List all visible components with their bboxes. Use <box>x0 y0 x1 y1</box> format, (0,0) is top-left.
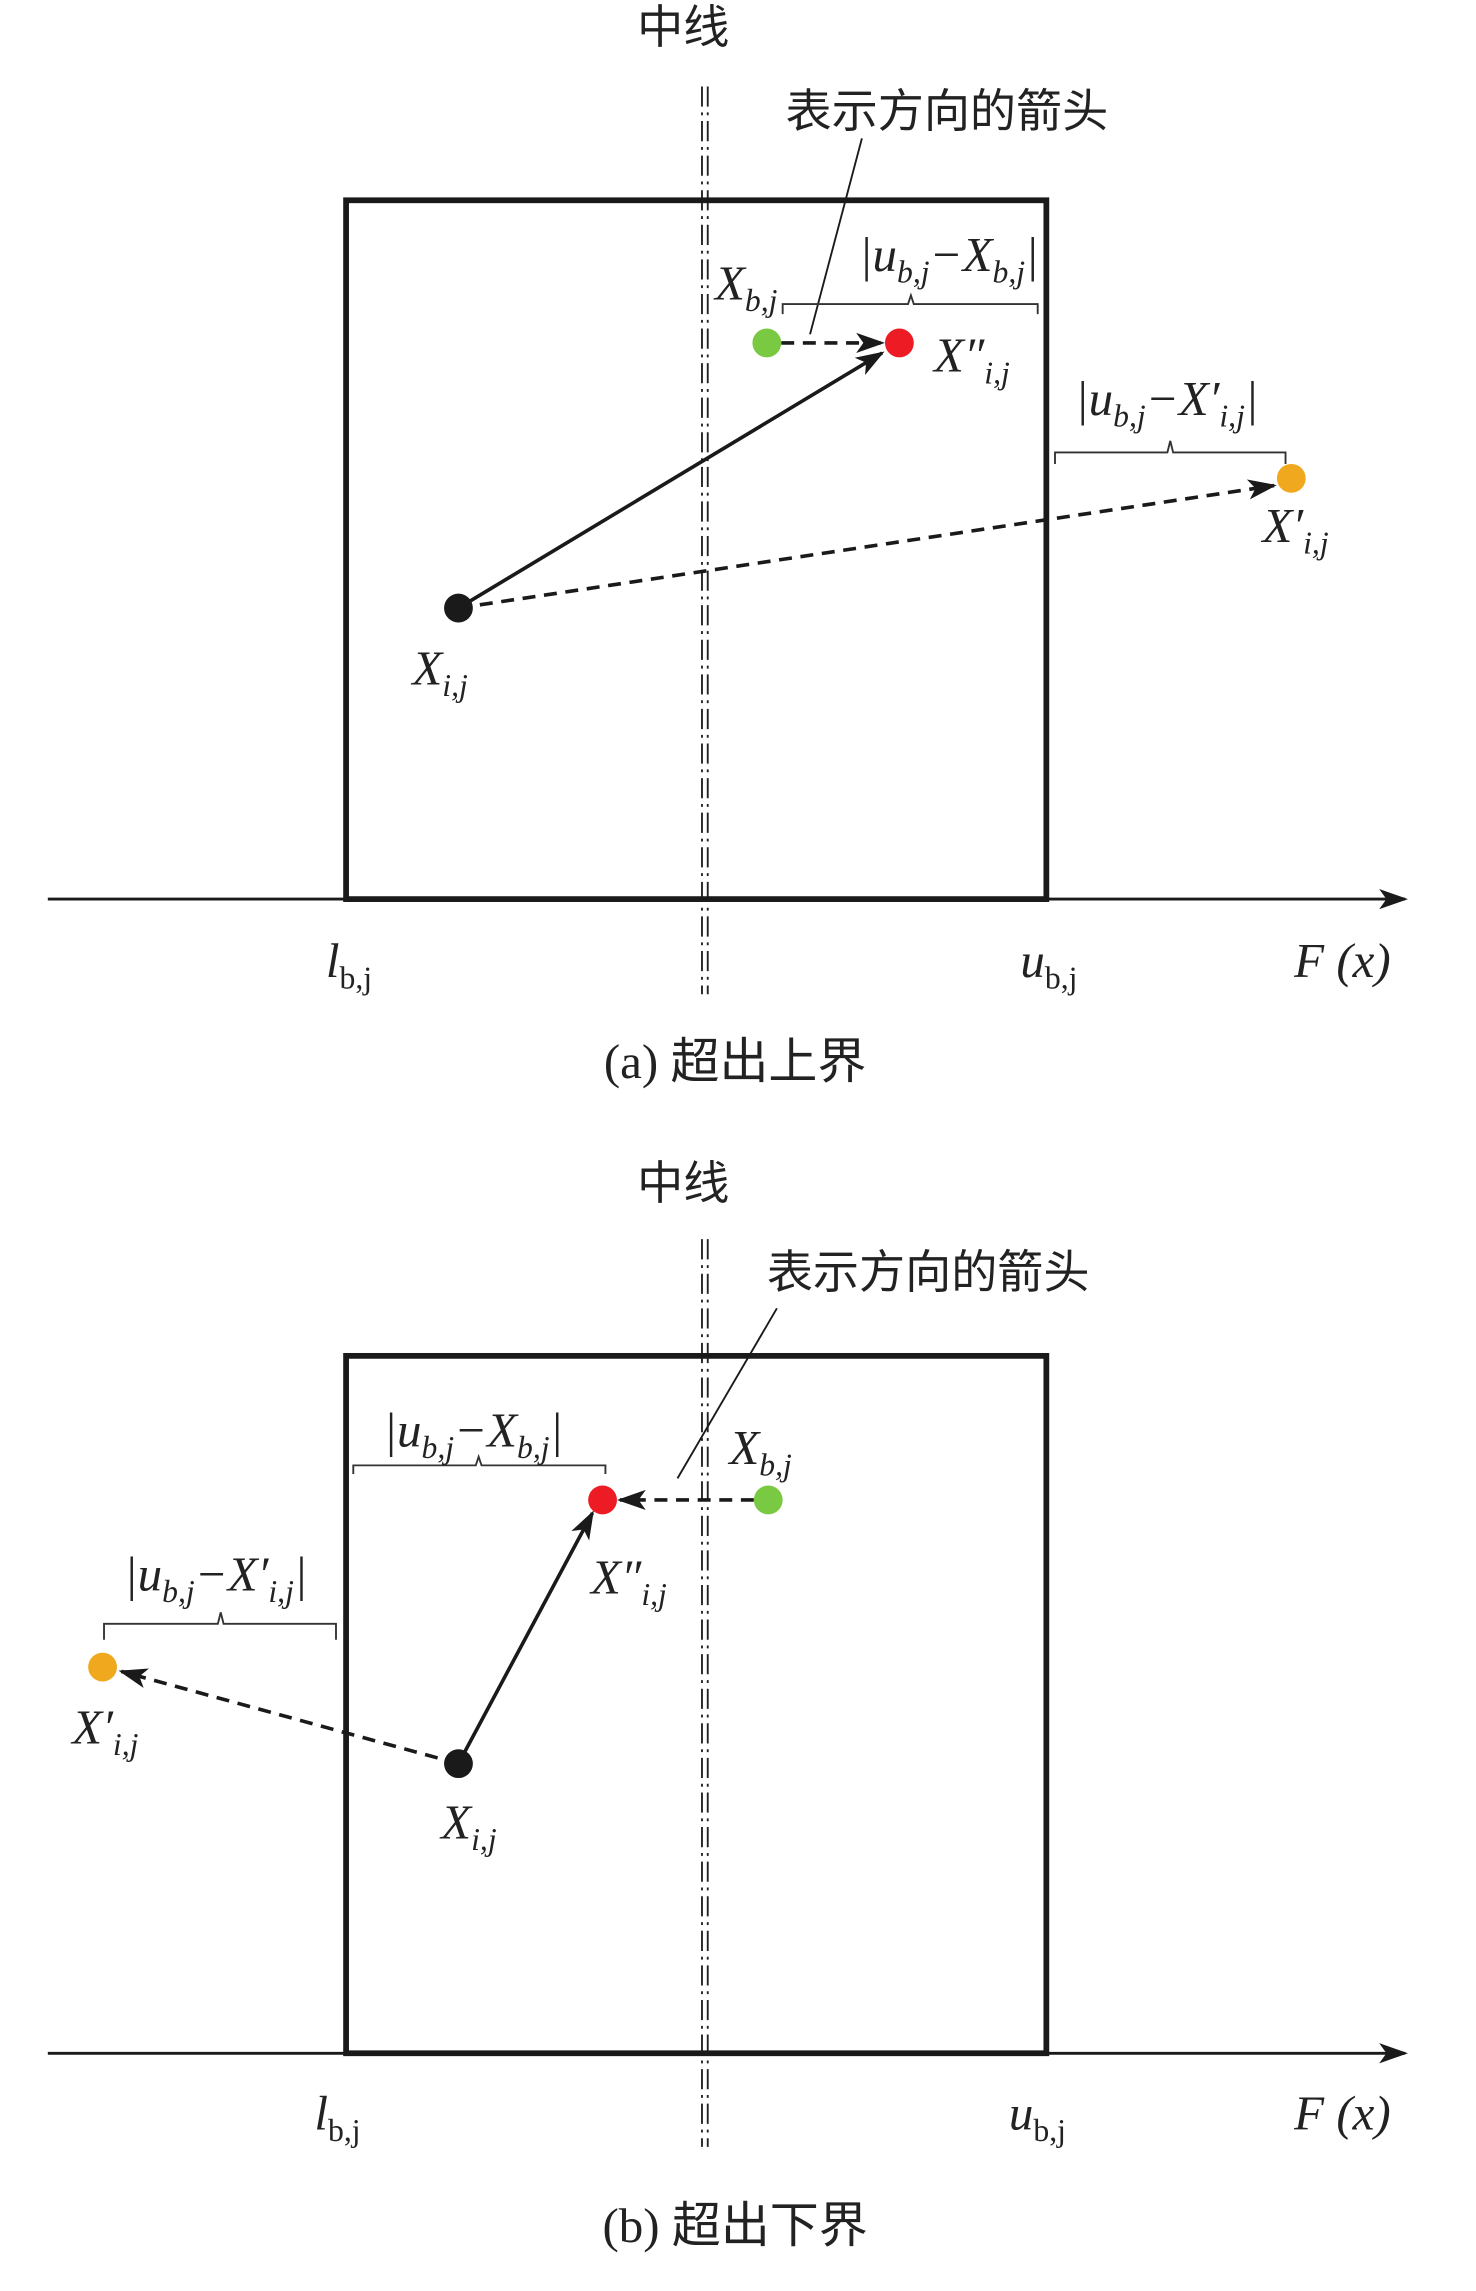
label-text: |u <box>1075 371 1113 426</box>
point-x-double-prime <box>588 1485 617 1515</box>
arrow-note-leader <box>809 138 863 335</box>
label-text: X″ <box>932 328 985 383</box>
point-x-double-prime <box>884 328 914 358</box>
label-upper-bound: ub,j <box>1009 2086 1066 2149</box>
label-text: |u <box>384 1403 422 1458</box>
label-x-bj: Xb,j <box>727 1420 792 1483</box>
point-x-ij <box>444 1749 473 1779</box>
label-lower-bound: lb,j <box>326 933 372 996</box>
label-text: −X′ <box>1146 371 1221 426</box>
label-subscript: i,j <box>471 1822 497 1857</box>
label-dist-b: |ub,j−Xb,j| <box>859 227 1039 290</box>
label-x-double-prime: X″i,j <box>589 1550 667 1613</box>
label-text: | <box>1245 371 1258 426</box>
label-dist-p: |ub,j−X′i,j| <box>124 1547 307 1610</box>
arrow-note: 表示方向的箭头 <box>767 1245 1090 1299</box>
label-text: X <box>727 1420 761 1475</box>
label-dist-p: |ub,j−X′i,j| <box>1075 371 1258 434</box>
panel-a: 中线 表示方向的箭头 Xi,j Xb,j X″i,j X′i,j |ub,j−X… <box>47 0 1409 1089</box>
label-subscript: b,j <box>993 254 1026 289</box>
midline-label: 中线 <box>637 0 729 54</box>
label-subscript: b,j <box>897 254 930 289</box>
label-text: X <box>410 640 444 695</box>
label-text: |u <box>124 1547 162 1602</box>
label-subscript: i,j <box>1219 399 1245 434</box>
label-x-bj: Xb,j <box>713 256 778 319</box>
label-x-prime: X′i,j <box>1260 498 1328 561</box>
label-x-prime: X′i,j <box>70 1699 138 1762</box>
label-text: X′ <box>1260 498 1304 553</box>
label-subscript: i,j <box>1303 525 1329 560</box>
label-text: X′ <box>70 1699 114 1754</box>
label-text: X <box>713 256 747 311</box>
panel-b: 中线 表示方向的箭头 Xi,j Xb,j X″i,j X′i,j |ub,j−X… <box>47 1156 1409 2253</box>
arrow-note: 表示方向的箭头 <box>786 84 1109 138</box>
label-text: | <box>294 1547 307 1602</box>
label-dist-b: |ub,j−Xb,j| <box>384 1403 564 1466</box>
caption-a: (a) 超出上界 <box>604 1034 866 1089</box>
brace-dist-b <box>781 292 1039 315</box>
label-text: |u <box>859 227 897 282</box>
arrow-note-leader <box>676 1307 778 1479</box>
label-text: X <box>439 1795 473 1850</box>
label-text: X″ <box>589 1550 642 1605</box>
label-subscript: b,j <box>759 1447 792 1482</box>
label-text: | <box>550 1403 563 1458</box>
label-subscript: b,j <box>517 1430 550 1465</box>
move-arrow <box>456 1510 595 1765</box>
label-subscript: b,j <box>1113 399 1146 434</box>
point-x-prime <box>88 1652 117 1682</box>
label-subscript: b,j <box>421 1430 454 1465</box>
label-text: −X′ <box>195 1547 270 1602</box>
move-arrow <box>457 351 885 610</box>
label-subscript: b,j <box>162 1574 195 1609</box>
caption-b: (b) 超出下界 <box>603 2198 868 2253</box>
axis-label: F (x) <box>1293 2086 1391 2141</box>
label-subscript: i,j <box>268 1574 294 1609</box>
label-subscript: i,j <box>442 668 468 703</box>
label-subscript: i,j <box>984 355 1010 390</box>
midline-label: 中线 <box>637 1156 729 1210</box>
brace-dist-b <box>352 1453 607 1475</box>
point-x-bj <box>752 328 782 358</box>
label-upper-bound: ub,j <box>1020 933 1077 996</box>
point-x-prime <box>1276 463 1306 493</box>
midline <box>701 1239 709 2147</box>
label-lower-bound: lb,j <box>314 2086 360 2149</box>
label-subscript: b,j <box>745 283 778 318</box>
search-boundary-box <box>343 197 1050 902</box>
label-subscript: i,j <box>113 1727 139 1762</box>
label-text: −X <box>930 227 995 282</box>
label-x-double-prime: X″i,j <box>932 328 1010 391</box>
point-x-ij <box>444 593 473 623</box>
point-x-bj <box>753 1485 783 1515</box>
axis-label: F (x) <box>1293 933 1391 988</box>
brace-dist-p <box>1054 440 1287 464</box>
label-x-ij: Xi,j <box>439 1795 497 1858</box>
label-subscript: i,j <box>641 1577 667 1612</box>
brace-dist-p <box>103 1612 337 1640</box>
candidate-arrow <box>458 479 1277 610</box>
midline <box>701 86 709 995</box>
label-text: −X <box>454 1403 519 1458</box>
candidate-arrow <box>118 1668 459 1766</box>
label-x-ij: Xi,j <box>410 640 468 703</box>
label-text: | <box>1025 227 1038 282</box>
